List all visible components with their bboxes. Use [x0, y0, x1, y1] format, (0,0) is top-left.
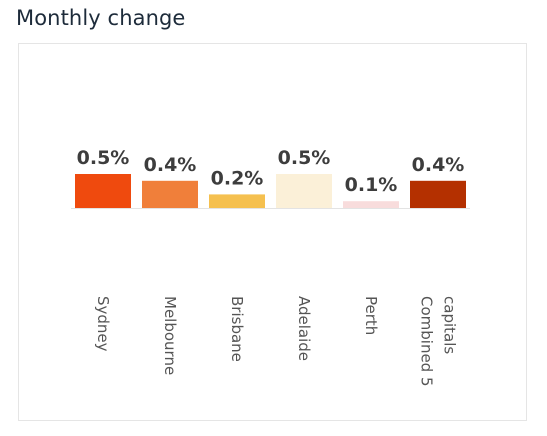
bar-4 [343, 201, 399, 208]
bar-series [75, 174, 466, 208]
data-labels: 0.5% 0.4% 0.2% 0.5% 0.1% 0.4% [77, 147, 465, 196]
tick-label-0: Sydney [94, 296, 112, 352]
tick-label-2: Brisbane [228, 296, 246, 362]
tick-label-3: Adelaide [295, 296, 313, 361]
bar-3 [276, 174, 332, 208]
bar-1 [142, 180, 198, 208]
data-label-5: 0.4% [412, 154, 465, 176]
data-label-1: 0.4% [144, 154, 197, 176]
bar-5 [410, 180, 466, 208]
tick-label-4: Perth [362, 296, 380, 335]
tick-label-5-0: Combined 5 [418, 296, 436, 387]
data-label-3: 0.5% [278, 147, 331, 169]
data-label-4: 0.1% [345, 174, 398, 196]
chart-title: Monthly change [16, 6, 186, 30]
data-label-2: 0.2% [211, 167, 264, 189]
data-label-0: 0.5% [77, 147, 130, 169]
bar-2 [209, 194, 265, 208]
tick-label-1: Melbourne [161, 296, 179, 375]
category-tick-labels: Sydney Melbourne Brisbane Adelaide Perth Comb… [94, 296, 459, 387]
tick-label-5-1: capitals [441, 296, 459, 354]
bar-0 [75, 174, 131, 208]
chart-panel [18, 43, 527, 421]
